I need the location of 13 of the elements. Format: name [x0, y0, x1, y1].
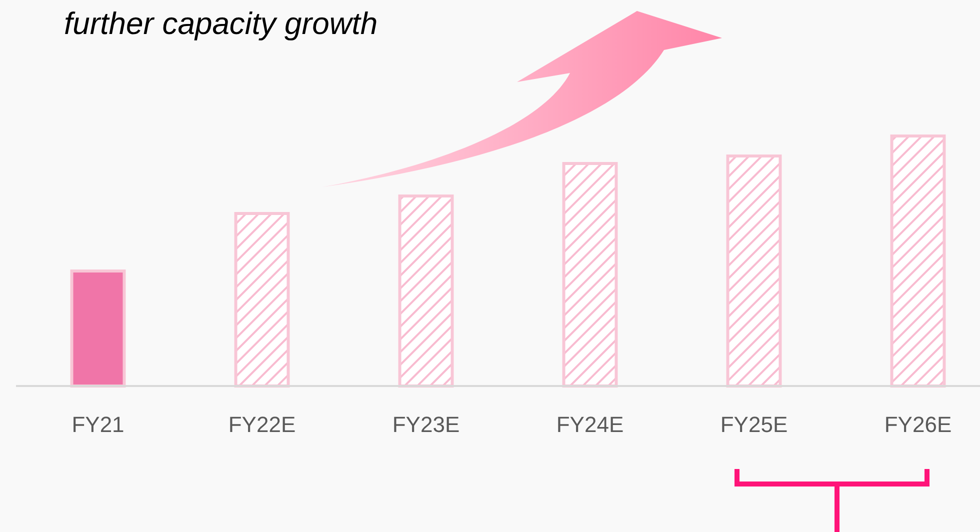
x-tick-label: FY24E [556, 412, 624, 437]
bar [234, 212, 290, 388]
x-tick-label: FY22E [228, 412, 296, 437]
x-tick-label: FY26E [884, 412, 952, 437]
x-tick-label: FY21 [72, 412, 124, 437]
x-tick-label: FY23E [392, 412, 460, 437]
bar [726, 154, 782, 388]
bar [562, 162, 618, 388]
x-tick-label: FY25E [720, 412, 788, 437]
bar [398, 194, 454, 388]
bar [70, 270, 126, 388]
chart-title: further capacity growth [64, 6, 378, 41]
bar [890, 134, 946, 388]
